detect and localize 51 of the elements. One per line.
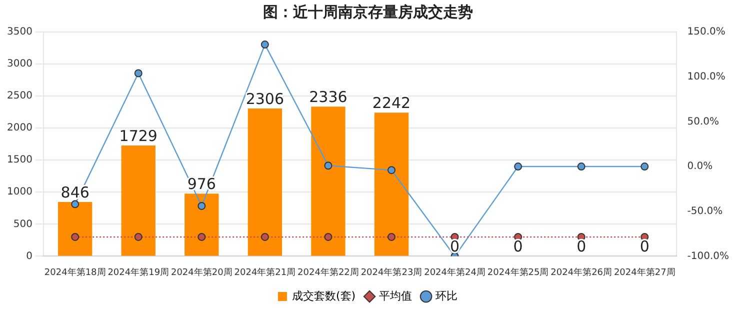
legend-label: 平均值: [379, 289, 412, 302]
y-tick-label: 2500: [6, 90, 32, 102]
y-tick-label: 1000: [6, 186, 32, 198]
y-tick-label: 0: [26, 250, 32, 262]
x-tick-label: 2024年第26周: [550, 266, 612, 278]
x-tick-label: 2024年第22周: [298, 266, 359, 278]
x-tick-label: 2024年第18周: [44, 266, 106, 278]
x-tick-label: 2024年第25周: [487, 266, 549, 278]
data-label: 2306: [246, 90, 284, 108]
y2-tick-label: 0.0%: [687, 161, 713, 172]
point: [71, 200, 80, 208]
bar: [311, 106, 346, 256]
point: [577, 162, 586, 171]
point: [514, 162, 522, 171]
data-label: 2242: [372, 94, 411, 112]
point: [640, 162, 649, 171]
chart-title: 图：近十周南京存量房成交走势: [263, 2, 473, 21]
x-tick-label: 2024年第23周: [360, 266, 422, 278]
point: [387, 166, 396, 174]
x-tick-label: 2024年第21周: [234, 266, 296, 278]
legend-label: 成交套数(套): [292, 289, 356, 302]
data-label: 2336: [309, 88, 348, 106]
bar: [374, 112, 409, 256]
point: [198, 202, 206, 210]
point: [260, 40, 269, 49]
bar: [58, 202, 92, 256]
y-tick-label: 500: [13, 218, 32, 230]
y-tick-label: 1500: [6, 154, 32, 166]
point: [324, 162, 332, 170]
y2-tick-label: 150.0%: [687, 26, 726, 38]
x-tick-label: 2024年第24周: [424, 266, 486, 278]
y2-tick-label: -50.0%: [687, 206, 723, 217]
data-label: 1729: [119, 126, 158, 145]
y-tick-label: 3000: [6, 58, 32, 70]
point: [134, 69, 142, 78]
data-label: 0: [576, 238, 586, 256]
bar: [248, 108, 282, 256]
bar: [121, 145, 156, 256]
y-tick-label: 3500: [6, 26, 32, 38]
data-label: 0: [513, 238, 523, 256]
data-label: 0: [450, 238, 460, 256]
data-label: 0: [640, 238, 650, 256]
y2-tick-label: 100.0%: [687, 71, 726, 82]
y-tick-label: 2000: [6, 122, 32, 134]
y2-tick-label: 50.0%: [687, 116, 720, 128]
x-tick-label: 2024年第19周: [108, 266, 170, 278]
bar: [184, 194, 219, 256]
y2-tick-label: -100.0%: [687, 250, 730, 262]
x-tick-label: 2024年第20周: [170, 266, 232, 278]
legend-label: 环比: [436, 289, 458, 302]
x-tick-label: 2024年第27周: [614, 266, 676, 278]
